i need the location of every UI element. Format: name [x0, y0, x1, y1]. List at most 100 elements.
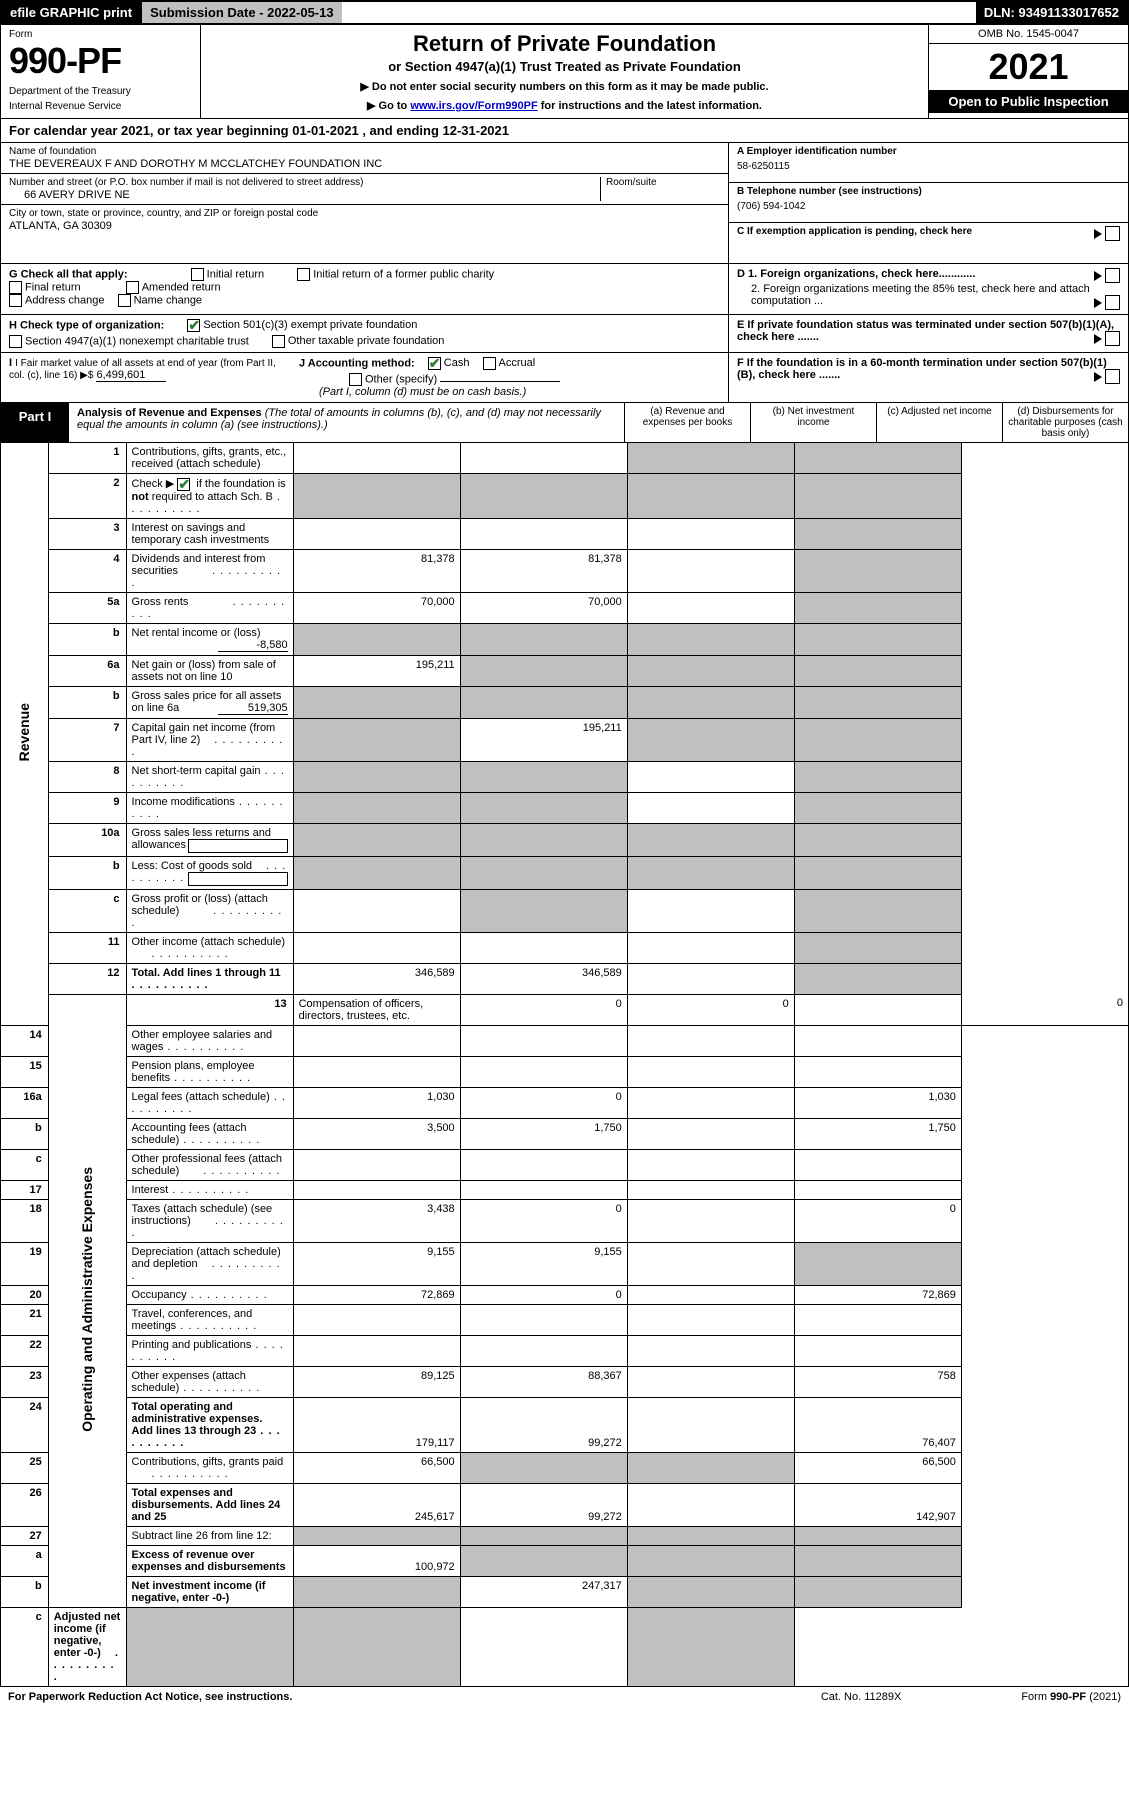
- revenue-label: Revenue: [16, 703, 32, 761]
- amt-16bb: 1,750: [460, 1118, 627, 1149]
- col-b-header: (b) Net investment income: [750, 403, 876, 442]
- amt-12a: 346,589: [293, 963, 460, 994]
- checkbox-f[interactable]: [1105, 369, 1120, 384]
- header-right: OMB No. 1545-0047 2021 Open to Public In…: [928, 25, 1128, 118]
- section-i: I I Fair market value of all assets at e…: [9, 357, 289, 398]
- amt-20a: 72,869: [293, 1285, 460, 1304]
- form-title: Return of Private Foundation: [207, 31, 922, 57]
- checkbox-name-change[interactable]: [118, 294, 131, 307]
- checkbox-501c3[interactable]: [187, 319, 200, 332]
- section-j: J Accounting method: Cash Accrual Other …: [289, 357, 720, 398]
- checkbox-c[interactable]: [1105, 226, 1120, 241]
- phone: (706) 594-1042: [737, 201, 1120, 212]
- col-a-header: (a) Revenue and expenses per books: [624, 403, 750, 442]
- amt-24b: 99,272: [460, 1397, 627, 1452]
- dept-treasury: Department of the Treasury: [9, 86, 192, 97]
- amt-23a: 89,125: [293, 1366, 460, 1397]
- section-ij: I I Fair market value of all assets at e…: [1, 353, 728, 402]
- checkbox-schb[interactable]: [177, 478, 190, 491]
- amt-13a: 0: [460, 994, 627, 1025]
- checkbox-e[interactable]: [1105, 331, 1120, 346]
- amt-18b: 0: [460, 1199, 627, 1242]
- form-number: 990-PF: [9, 40, 192, 82]
- checkbox-initial[interactable]: [191, 268, 204, 281]
- section-f: F If the foundation is in a 60-month ter…: [728, 353, 1128, 402]
- fmv-value: 6,499,601: [96, 369, 166, 382]
- top-bar: efile GRAPHIC print Submission Date - 20…: [0, 0, 1129, 25]
- form-subtitle: or Section 4947(a)(1) Trust Treated as P…: [207, 59, 922, 74]
- checkbox-other-tax[interactable]: [272, 335, 285, 348]
- amt-5ab: 70,000: [460, 592, 627, 623]
- arrow-icon: [1094, 298, 1102, 308]
- amt-5aa: 70,000: [293, 592, 460, 623]
- phone-cell: B Telephone number (see instructions) (7…: [729, 183, 1128, 223]
- amt-12b: 346,589: [460, 963, 627, 994]
- amt-4b: 81,378: [460, 549, 627, 592]
- amt-23d: 758: [794, 1366, 961, 1397]
- pra-notice: For Paperwork Reduction Act Notice, see …: [8, 1691, 292, 1703]
- form-ref: Form 990-PF (2021): [1021, 1691, 1121, 1703]
- arrow-icon: [1094, 372, 1102, 382]
- section-g: G Check all that apply: Initial return I…: [1, 264, 728, 314]
- efile-label: efile GRAPHIC print: [2, 2, 140, 23]
- col-c-header: (c) Adjusted net income: [876, 403, 1002, 442]
- ein-cell: A Employer identification number 58-6250…: [729, 143, 1128, 183]
- part1-label: Part I: [1, 403, 69, 442]
- amt-7b: 195,211: [460, 718, 627, 761]
- city-cell: City or town, state or province, country…: [1, 205, 728, 235]
- part1-header: Part I Analysis of Revenue and Expenses …: [0, 403, 1129, 443]
- cat-no: Cat. No. 11289X: [821, 1691, 902, 1703]
- arrow-icon: [1094, 271, 1102, 281]
- amt-26a: 245,617: [293, 1483, 460, 1526]
- checkbox-final[interactable]: [9, 281, 22, 294]
- amt-16ad: 1,030: [794, 1087, 961, 1118]
- room-suite: Room/suite: [600, 177, 720, 201]
- amt-25d: 66,500: [794, 1452, 961, 1483]
- ein: 58-6250115: [737, 161, 1120, 172]
- note-url: ▶ Go to www.irs.gov/Form990PF for instru…: [207, 99, 922, 112]
- amt-6b-inline: 519,305: [218, 702, 288, 715]
- note-ssn: ▶ Do not enter social security numbers o…: [207, 80, 922, 93]
- amt-20d: 72,869: [794, 1285, 961, 1304]
- checkbox-addr-change[interactable]: [9, 294, 22, 307]
- amt-16bd: 1,750: [794, 1118, 961, 1149]
- checkbox-initial-former[interactable]: [297, 268, 310, 281]
- lines-table: Revenue 1Contributions, gifts, grants, e…: [0, 443, 1129, 1687]
- amt-19a: 9,155: [293, 1242, 460, 1285]
- amt-16ab: 0: [460, 1087, 627, 1118]
- city-state-zip: ATLANTA, GA 30309: [9, 220, 720, 232]
- col-d-header: (d) Disbursements for charitable purpose…: [1002, 403, 1128, 442]
- open-public: Open to Public Inspection: [929, 90, 1128, 113]
- section-h: H Check type of organization: Section 50…: [1, 315, 728, 352]
- checkbox-d2[interactable]: [1105, 295, 1120, 310]
- amt-16ba: 3,500: [293, 1118, 460, 1149]
- checkbox-cash[interactable]: [428, 357, 441, 370]
- submission-date: Submission Date - 2022-05-13: [140, 2, 342, 23]
- section-h-e-row: H Check type of organization: Section 50…: [0, 315, 1129, 353]
- dln: DLN: 93491133017652: [976, 2, 1127, 23]
- part1-desc: Analysis of Revenue and Expenses (The to…: [69, 403, 624, 442]
- calendar-year: For calendar year 2021, or tax year begi…: [0, 119, 1129, 143]
- section-ij-f-row: I I Fair market value of all assets at e…: [0, 353, 1129, 403]
- checkbox-4947[interactable]: [9, 335, 22, 348]
- amt-24d: 76,407: [794, 1397, 961, 1452]
- amt-13b: 0: [627, 994, 794, 1025]
- header-mid: Return of Private Foundation or Section …: [201, 25, 928, 118]
- dept-irs: Internal Revenue Service: [9, 101, 192, 112]
- page-footer: For Paperwork Reduction Act Notice, see …: [0, 1687, 1129, 1707]
- foundation-name: THE DEVEREAUX F AND DOROTHY M MCCLATCHEY…: [9, 158, 720, 170]
- section-d: D 1. Foreign organizations, check here..…: [728, 264, 1128, 314]
- checkbox-other-method[interactable]: [349, 373, 362, 386]
- header-left: Form 990-PF Department of the Treasury I…: [1, 25, 201, 118]
- checkbox-d1[interactable]: [1105, 268, 1120, 283]
- amt-27aa: 100,972: [293, 1545, 460, 1576]
- arrow-icon: [1094, 229, 1102, 239]
- checkbox-accrual[interactable]: [483, 357, 496, 370]
- amt-6aa: 195,211: [293, 655, 460, 686]
- amt-18d: 0: [794, 1199, 961, 1242]
- irs-link[interactable]: www.irs.gov/Form990PF: [410, 100, 537, 112]
- arrow-icon: [1094, 334, 1102, 344]
- checkbox-amended[interactable]: [126, 281, 139, 294]
- address: 66 AVERY DRIVE NE: [9, 189, 600, 201]
- amt-19b: 9,155: [460, 1242, 627, 1285]
